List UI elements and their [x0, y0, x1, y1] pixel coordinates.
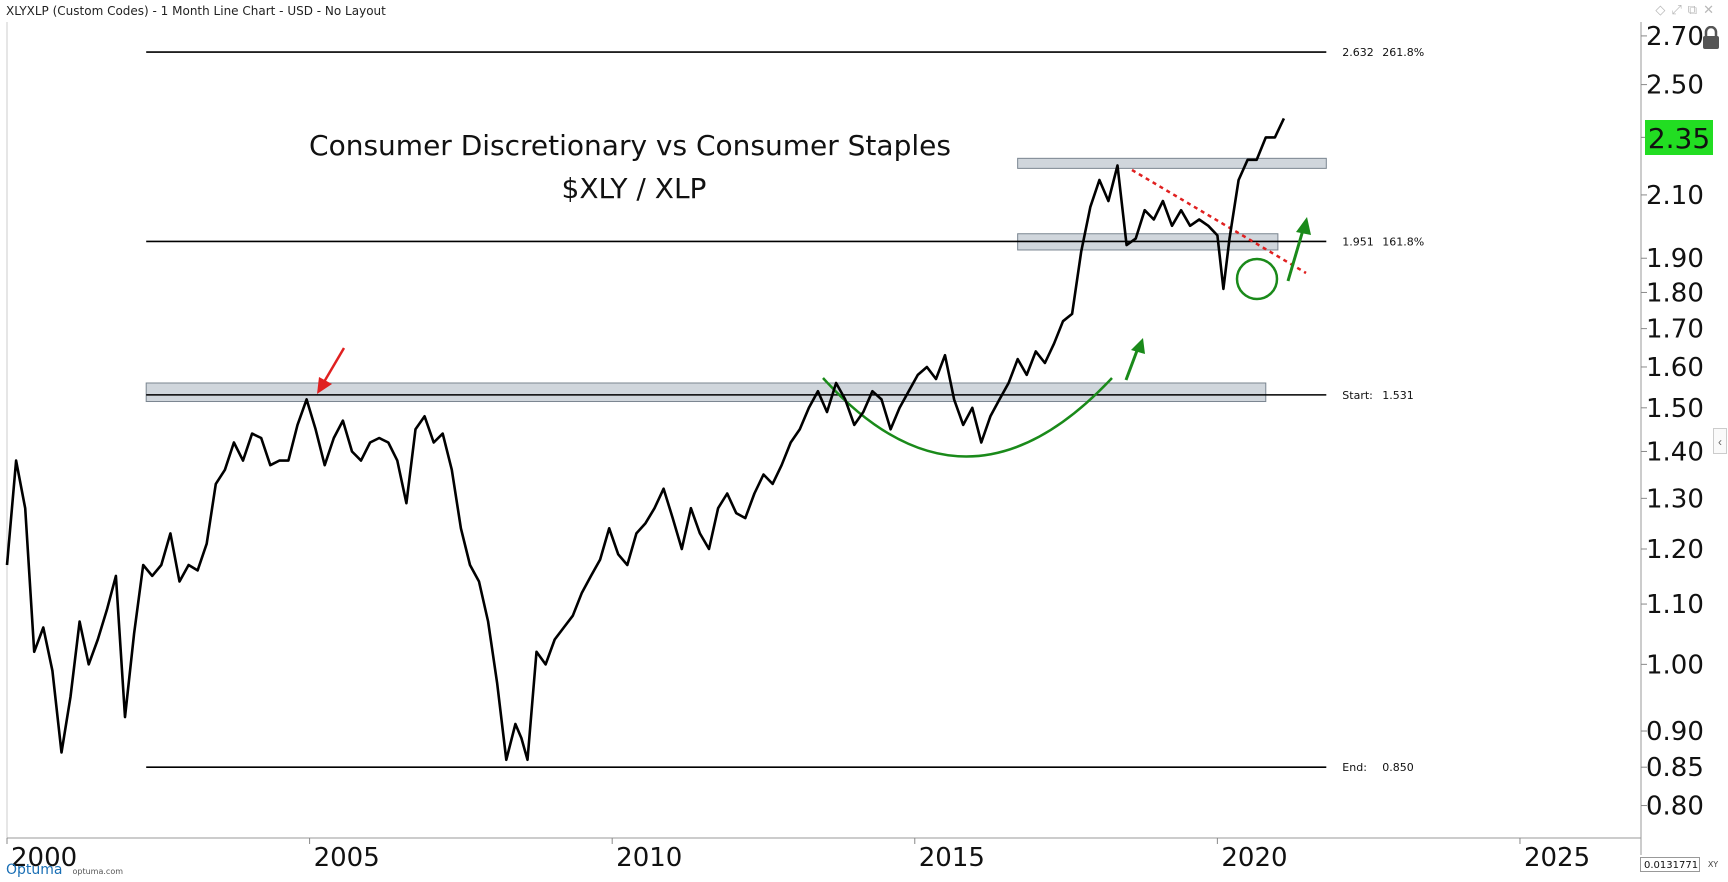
y-tick-label-6: 1.70 [1646, 315, 1704, 345]
x-tick-label-4: 2020 [1221, 843, 1287, 873]
x-tick-label-1: 2005 [314, 843, 380, 873]
chart-window-title: XLYXLP (Custom Codes) - 1 Month Line Cha… [6, 4, 386, 18]
red-arrow-head [317, 377, 332, 394]
band-0 [145, 382, 1267, 403]
y-tick-label-14: 0.90 [1646, 717, 1704, 747]
logo-text: Optuma [6, 862, 63, 878]
y-tick-label-1: 2.50 [1646, 71, 1704, 101]
close-icon[interactable]: ✕ [1703, 2, 1720, 17]
drawing-tool-icon[interactable]: ◇ [1655, 2, 1672, 17]
green-arrow-2-head [1296, 217, 1311, 235]
x-tick-label-3: 2015 [919, 843, 985, 873]
window-controls: ◇⤢⧉✕ [1655, 2, 1720, 18]
level-label-b-0: 261.8% [1382, 46, 1424, 59]
level-label-b-3: 0.850 [1382, 761, 1414, 774]
retest-circle [1235, 257, 1279, 301]
level-label-a-0: 2.632 [1342, 46, 1374, 59]
last-value-badge-bg [1645, 120, 1713, 155]
level-label-a-2: Start: [1342, 389, 1373, 402]
optuma-logo: Optuma optuma.com [6, 862, 123, 878]
y-tick-label-10: 1.30 [1646, 484, 1704, 514]
restore-icon[interactable]: ⧉ [1687, 2, 1704, 17]
green-arrow-1-head [1131, 338, 1145, 354]
y-tick-label-8: 1.50 [1646, 394, 1704, 424]
fibonacci-levels: 2.632 261.8% 1.951 161.8% Start: 1.531 End: 0.8… [146, 46, 1424, 774]
red-arrow-shaft [322, 347, 346, 383]
panel-collapse-handle[interactable]: ‹ [1713, 428, 1727, 454]
chart-title: Consumer Discretionary vs Consumer Stapl… [309, 129, 951, 162]
band-1 [1017, 157, 1327, 169]
support-resistance-bands [145, 157, 1327, 403]
y-tick-label-3: 2.10 [1646, 181, 1704, 211]
y-tick-label-11: 1.20 [1646, 535, 1704, 565]
ratio-series-line[interactable] [5, 117, 1286, 762]
level-label-b-2: 1.531 [1382, 389, 1414, 402]
y-tick-label-4: 1.90 [1646, 244, 1704, 274]
x-axis-ticks: 2000 2005 2010 2015 2020 2025 [6, 838, 1590, 873]
y-tick-label-5: 1.80 [1646, 278, 1704, 308]
level-label-a-3: End: [1342, 761, 1367, 774]
xy-toggle-button[interactable]: XY [1707, 860, 1719, 869]
y-tick-label-16: 0.80 [1646, 792, 1704, 822]
expand-icon[interactable]: ⤢ [1671, 2, 1688, 17]
y-tick-label-0: 2.70 [1646, 22, 1704, 52]
y-tick-label-12: 1.10 [1646, 590, 1704, 620]
green-arrow-1-shaft [1124, 347, 1140, 381]
y-tick-label-13: 1.00 [1646, 650, 1704, 680]
chart-header-bar: XLYXLP (Custom Codes) - 1 Month Line Cha… [0, 0, 1728, 22]
scale-value-box[interactable]: 0.01317711 [1640, 857, 1700, 872]
x-tick-label-2: 2010 [616, 843, 682, 873]
last-value-label: 2.35 [1648, 122, 1710, 155]
y-axis-ticks: 2.702.502.302.101.901.801.701.601.501.40… [1641, 22, 1704, 822]
descending-trendline [1131, 168, 1307, 275]
logo-url: optuma.com [72, 867, 124, 876]
level-label-b-1: 161.8% [1382, 235, 1424, 248]
y-tick-label-7: 1.60 [1646, 353, 1704, 383]
y-tick-label-15: 0.85 [1646, 753, 1704, 783]
x-tick-label-5: 2025 [1524, 843, 1590, 873]
lock-icon[interactable] [1700, 26, 1722, 50]
annotations [317, 168, 1311, 458]
y-tick-label-9: 1.40 [1646, 437, 1704, 467]
last-value-badge: 2.35 [1645, 120, 1713, 155]
level-label-a-1: 1.951 [1342, 235, 1374, 248]
chart-subtitle: $XLY / XLP [562, 172, 707, 205]
x-tick-label-0: 2000 [11, 843, 77, 873]
green-arrow-2-shaft [1286, 229, 1305, 282]
